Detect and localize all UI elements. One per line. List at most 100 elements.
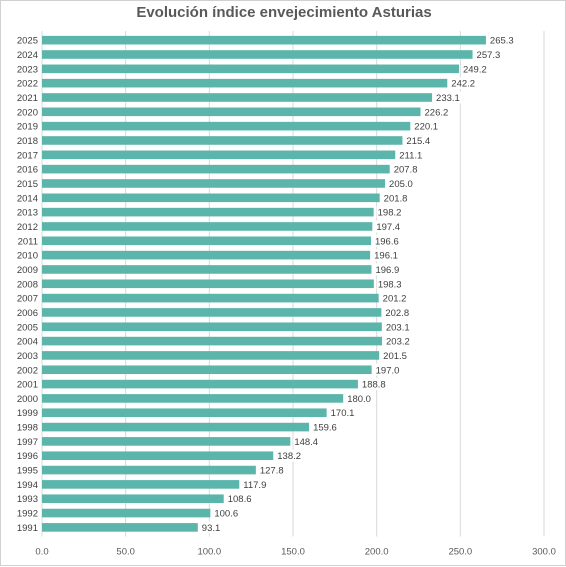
- data-label-bg: [276, 449, 306, 462]
- data-label-bg: [360, 378, 390, 391]
- data-label: 196.6: [375, 236, 399, 247]
- y-category-label: 2001: [17, 380, 38, 391]
- y-category-label: 2022: [17, 79, 38, 90]
- bar: [42, 179, 386, 188]
- y-category-label: 1991: [17, 523, 38, 534]
- data-label: 159.6: [313, 423, 337, 434]
- data-label: 215.4: [406, 136, 430, 147]
- bar: [42, 523, 198, 532]
- data-label-bg: [312, 421, 342, 434]
- data-label: 220.1: [414, 122, 438, 133]
- x-tick-label: 100.0: [197, 547, 221, 558]
- bar: [42, 164, 390, 174]
- bar: [42, 236, 371, 246]
- y-category-label: 1994: [17, 480, 38, 491]
- data-label-bg: [373, 249, 403, 262]
- bar: [42, 93, 433, 102]
- y-category-label: 2017: [17, 150, 38, 161]
- y-axis-labels: 2025 2024 2023 2022 2021 2020 2019 2018 2017 2016…: [17, 36, 38, 534]
- data-label-bg: [376, 206, 406, 219]
- data-label: 203.1: [386, 322, 410, 333]
- bar: [42, 336, 383, 346]
- bar: [42, 508, 211, 518]
- bar: [42, 465, 256, 475]
- bar: [42, 107, 421, 117]
- data-label: 196.9: [375, 265, 399, 276]
- data-label-bg: [346, 392, 376, 405]
- data-label-bg: [375, 220, 405, 233]
- data-label: 93.1: [202, 523, 221, 534]
- y-category-label: 2014: [17, 193, 38, 204]
- chart-title: Evolución índice envejecimiento Asturias: [136, 4, 432, 21]
- y-category-label: 2018: [17, 136, 38, 147]
- data-label-bg: [374, 263, 404, 276]
- y-category-label: 2013: [17, 208, 38, 219]
- data-label-bg: [488, 34, 518, 47]
- x-tick-label: 0.0: [35, 547, 48, 558]
- data-label: 180.0: [347, 394, 371, 405]
- y-category-label: 2009: [17, 265, 38, 276]
- data-label: 203.2: [386, 337, 410, 348]
- y-category-label: 2010: [17, 251, 38, 262]
- bars: [42, 35, 486, 532]
- data-label-bg: [385, 335, 415, 348]
- y-category-label: 1998: [17, 423, 38, 434]
- data-label: 138.2: [277, 451, 301, 462]
- y-category-label: 2012: [17, 222, 38, 233]
- data-label-bg: [329, 406, 359, 419]
- data-label-bg: [373, 234, 403, 247]
- bar: [42, 437, 291, 446]
- data-label: 211.1: [399, 150, 422, 161]
- bar: [42, 422, 310, 432]
- y-category-label: 2002: [17, 365, 38, 376]
- y-category-label: 2008: [17, 279, 38, 290]
- data-label-bg: [258, 464, 288, 477]
- data-label: 196.1: [374, 251, 398, 262]
- data-label: 188.8: [362, 380, 386, 391]
- data-label: 127.8: [260, 466, 284, 477]
- data-label: 100.6: [214, 509, 238, 520]
- data-label: 197.0: [376, 365, 400, 376]
- bar: [42, 408, 327, 418]
- data-label: 198.3: [378, 279, 402, 290]
- bar: [42, 50, 473, 59]
- bar: [42, 150, 396, 160]
- data-label: 233.1: [436, 93, 460, 104]
- y-category-label: 1995: [17, 466, 38, 477]
- bar: [42, 308, 382, 317]
- data-label: 117.9: [243, 480, 266, 491]
- data-label-bg: [450, 77, 480, 90]
- data-label: 148.4: [294, 437, 318, 448]
- y-category-label: 2025: [17, 36, 38, 47]
- bar: [42, 394, 344, 403]
- bar: [42, 136, 403, 145]
- data-label-bg: [435, 91, 465, 104]
- data-label: 202.8: [385, 308, 409, 319]
- data-label-bg: [398, 148, 428, 161]
- data-label-bg: [213, 507, 243, 520]
- data-label-bg: [242, 478, 272, 491]
- x-tick-label: 250.0: [448, 547, 472, 558]
- data-label-bg: [413, 120, 443, 133]
- y-category-label: 2019: [17, 122, 38, 133]
- data-label-bg: [293, 435, 323, 448]
- bar: [42, 35, 486, 45]
- bar: [42, 207, 374, 217]
- data-label: 265.3: [490, 36, 514, 47]
- data-label-bg: [382, 191, 412, 204]
- bar: [42, 322, 382, 332]
- data-label-bg: [475, 48, 505, 61]
- y-category-label: 2011: [18, 236, 38, 247]
- data-label: 249.2: [463, 64, 487, 75]
- bar: [42, 451, 274, 461]
- data-label: 198.2: [378, 208, 402, 219]
- y-category-label: 2006: [17, 308, 38, 319]
- y-category-label: 2016: [17, 165, 38, 176]
- x-tick-label: 50.0: [116, 547, 135, 558]
- bar: [42, 365, 372, 375]
- bar: [42, 64, 459, 74]
- x-tick-label: 200.0: [365, 547, 389, 558]
- data-label-bg: [384, 306, 414, 319]
